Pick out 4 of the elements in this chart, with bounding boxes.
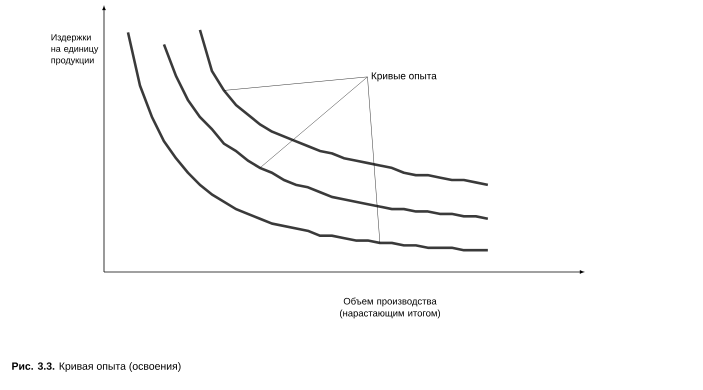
annotation: Кривые опыта (372, 72, 437, 82)
text: Рис. 3.3. Кривая опыта (освоения) (12, 362, 181, 372)
y-axis-title: Издержки на единицу продукции (51, 34, 98, 66)
x-axis-title: Объем производства (нарастающим итогом) (340, 298, 440, 318)
